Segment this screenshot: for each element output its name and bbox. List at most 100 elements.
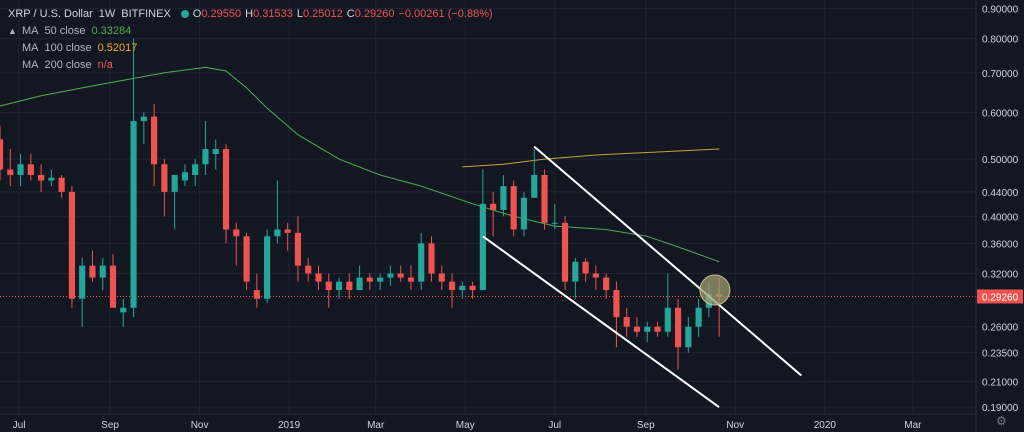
candle [387,265,394,286]
candle-body [79,265,86,299]
close-label: C [346,8,355,20]
candle-body [633,326,641,332]
candle [243,232,250,291]
candle-body [140,116,147,122]
y-tick-label: 0.32000 [982,270,1019,281]
candle-body [192,164,199,175]
candles [0,38,723,370]
ma50-line [0,66,720,263]
candle-body [541,174,548,223]
interval[interactable]: 1W [98,8,116,20]
candle [592,265,599,291]
candle [674,298,682,370]
candle-body [592,273,599,278]
candle-body [407,277,415,282]
candle-body [500,186,507,210]
candle-body [469,285,476,291]
candle-body [335,281,343,291]
high-value: 0.31533 [253,8,293,20]
y-tick-label: 0.44000 [982,188,1019,199]
candle [623,307,630,337]
candle [253,273,260,308]
low-value: 0.25012 [302,8,343,20]
candle [664,273,671,337]
x-tick-label: Mar [367,420,385,431]
candle [572,257,579,299]
open-label: O [192,8,202,20]
y-tick-label: 0.36000 [982,239,1019,250]
chevron-up-icon[interactable]: ▲ [8,26,17,36]
candle [335,277,343,299]
candle [510,180,517,237]
candle-body [202,149,209,165]
x-tick-label: 2019 [278,420,301,431]
candle [356,265,363,291]
ma100-row[interactable]: MA 100 close 0.52017 [8,40,493,56]
candle-body [377,277,384,282]
symbol-row: XRP / U.S. Dollar 1W BITFINEX O 0.29550 H… [8,6,493,22]
candle [140,112,147,145]
candle [264,229,271,304]
ma50-row[interactable]: ▲ MA 50 close 0.33284 [8,23,493,39]
candle-body [520,197,528,230]
candle-body [685,326,692,348]
x-tick-label: 2020 [814,420,837,431]
x-tick-label: Mar [904,420,922,431]
ma50-value: 0.33284 [91,25,132,37]
candle-body [366,277,373,282]
candle-body [253,290,260,299]
candle-body [561,222,569,282]
candle [551,203,558,230]
candle-body [0,139,4,170]
ma50-label: MA [22,25,39,37]
channel-upper-line [533,145,802,377]
candle [613,281,620,348]
candle [38,164,45,192]
y-tick-label: 0.50000 [982,155,1019,166]
candle [151,103,158,187]
candle [120,298,127,327]
ma50-name: 50 close [44,25,86,37]
candle [89,250,96,282]
candle [541,169,548,230]
symbol-name[interactable]: XRP / U.S. Dollar [8,8,93,20]
ma200-row[interactable]: MA 200 close n/a [8,57,493,73]
settings-gear-icon[interactable]: ⚙ [996,414,1007,428]
last-price-badge [977,289,1023,304]
candle-body [346,281,353,291]
candle [407,265,415,291]
y-tick-label: 0.23500 [982,349,1019,360]
y-tick-label: 0.70000 [982,69,1019,80]
candle [459,281,466,299]
candle [500,174,507,217]
candle [109,254,117,308]
candle [202,121,209,175]
candle [325,273,332,308]
candle [377,273,384,291]
candle-body [582,261,589,274]
candle-body [109,265,117,308]
candle-body [171,174,178,192]
candle-body [387,273,394,278]
candle-body [695,307,702,327]
open-value: 0.29550 [201,8,242,20]
candle-body [490,203,497,210]
candle-body [7,169,14,175]
candle [161,159,168,217]
candle-body [623,317,630,327]
candle-body [222,149,230,230]
candle [130,38,137,318]
chart-legend: XRP / U.S. Dollar 1W BITFINEX O 0.29550 H… [8,6,493,74]
ma100-line [462,148,720,168]
y-tick-label: 0.21000 [982,378,1019,389]
candle-body [551,222,558,224]
candle [99,257,106,291]
candle-body [305,265,312,274]
candle-body [151,116,158,165]
candle-body [48,177,55,181]
candle [469,281,476,299]
candle-body [264,236,271,299]
candle-body [233,229,240,237]
